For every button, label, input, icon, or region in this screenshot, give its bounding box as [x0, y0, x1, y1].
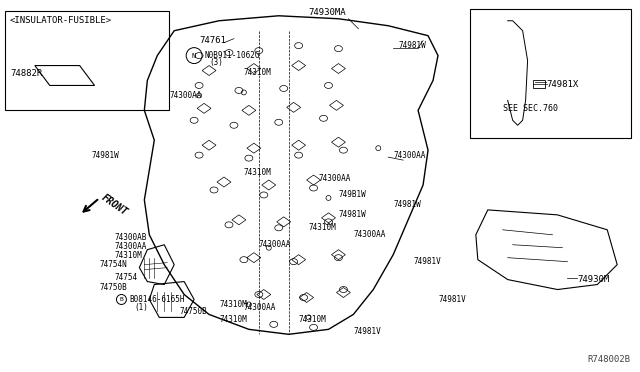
- Text: 74300AA: 74300AA: [244, 303, 276, 312]
- Text: 74930MA: 74930MA: [308, 8, 346, 17]
- Text: 74310M: 74310M: [115, 251, 142, 260]
- Text: 74981V: 74981V: [438, 295, 466, 304]
- Text: 74300AA: 74300AA: [393, 151, 426, 160]
- Text: B08146-6165H: B08146-6165H: [129, 295, 185, 304]
- Text: SEE SEC.760: SEE SEC.760: [502, 104, 557, 113]
- Text: 74300AA: 74300AA: [169, 91, 202, 100]
- Text: 74300AA: 74300AA: [259, 240, 291, 249]
- Text: FRONT: FRONT: [100, 192, 129, 218]
- Text: 74300AA: 74300AA: [319, 173, 351, 183]
- Text: 74750B: 74750B: [100, 283, 127, 292]
- Text: N0B911-1062G: N0B911-1062G: [204, 51, 260, 60]
- Text: 74981W: 74981W: [339, 211, 366, 219]
- Text: B: B: [120, 297, 124, 302]
- Text: 74882R: 74882R: [10, 69, 42, 78]
- Text: 74754: 74754: [115, 273, 138, 282]
- Text: 74310M: 74310M: [308, 223, 337, 232]
- Text: 74300AB: 74300AB: [115, 233, 147, 242]
- Text: 74981W: 74981W: [92, 151, 120, 160]
- Text: 74981X: 74981X: [547, 80, 579, 89]
- Text: 74761: 74761: [199, 36, 226, 45]
- Text: 74981V: 74981V: [353, 327, 381, 336]
- Text: 74981V: 74981V: [413, 257, 441, 266]
- Text: R748002B: R748002B: [588, 355, 630, 364]
- Text: (1): (1): [134, 303, 148, 312]
- Bar: [5, 11, 169, 110]
- Text: 74310M: 74310M: [219, 300, 247, 309]
- Text: 74750B: 74750B: [179, 307, 207, 316]
- Text: 74310M: 74310M: [219, 315, 247, 324]
- Bar: [470, 9, 631, 138]
- Text: 74310M: 74310M: [244, 167, 271, 177]
- Text: 749B1W: 749B1W: [339, 190, 366, 199]
- Text: N: N: [192, 52, 196, 59]
- Text: 74981W: 74981W: [398, 41, 426, 50]
- Text: 74310M: 74310M: [244, 68, 271, 77]
- Text: 74981W: 74981W: [393, 201, 421, 209]
- Text: 74300AA: 74300AA: [115, 242, 147, 251]
- Text: 74300AA: 74300AA: [353, 230, 386, 239]
- Text: <INSULATOR-FUSIBLE>: <INSULATOR-FUSIBLE>: [10, 16, 112, 25]
- Text: 74310M: 74310M: [299, 315, 326, 324]
- Bar: [532, 80, 545, 89]
- Text: 74754N: 74754N: [100, 260, 127, 269]
- Text: 74930M: 74930M: [577, 275, 610, 284]
- Text: (3): (3): [209, 58, 223, 67]
